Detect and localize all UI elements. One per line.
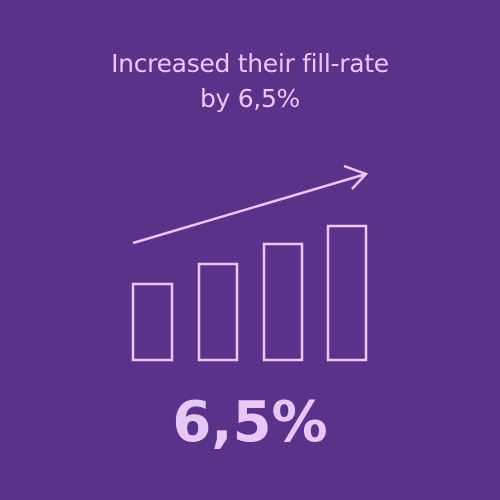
headline-line: by 6,5% [199, 84, 301, 113]
icon-arrow-head [343, 164, 369, 190]
headline: Increased their fill-rate by 6,5% [0, 46, 500, 116]
icon-bar [131, 282, 174, 362]
icon-bar [197, 262, 239, 362]
stat-value: 6,5% [172, 390, 328, 455]
icon-arrow-line [132, 172, 367, 245]
icon-bar [262, 242, 304, 362]
icon-bar [326, 224, 368, 362]
headline-line: Increased their fill-rate [111, 49, 389, 78]
